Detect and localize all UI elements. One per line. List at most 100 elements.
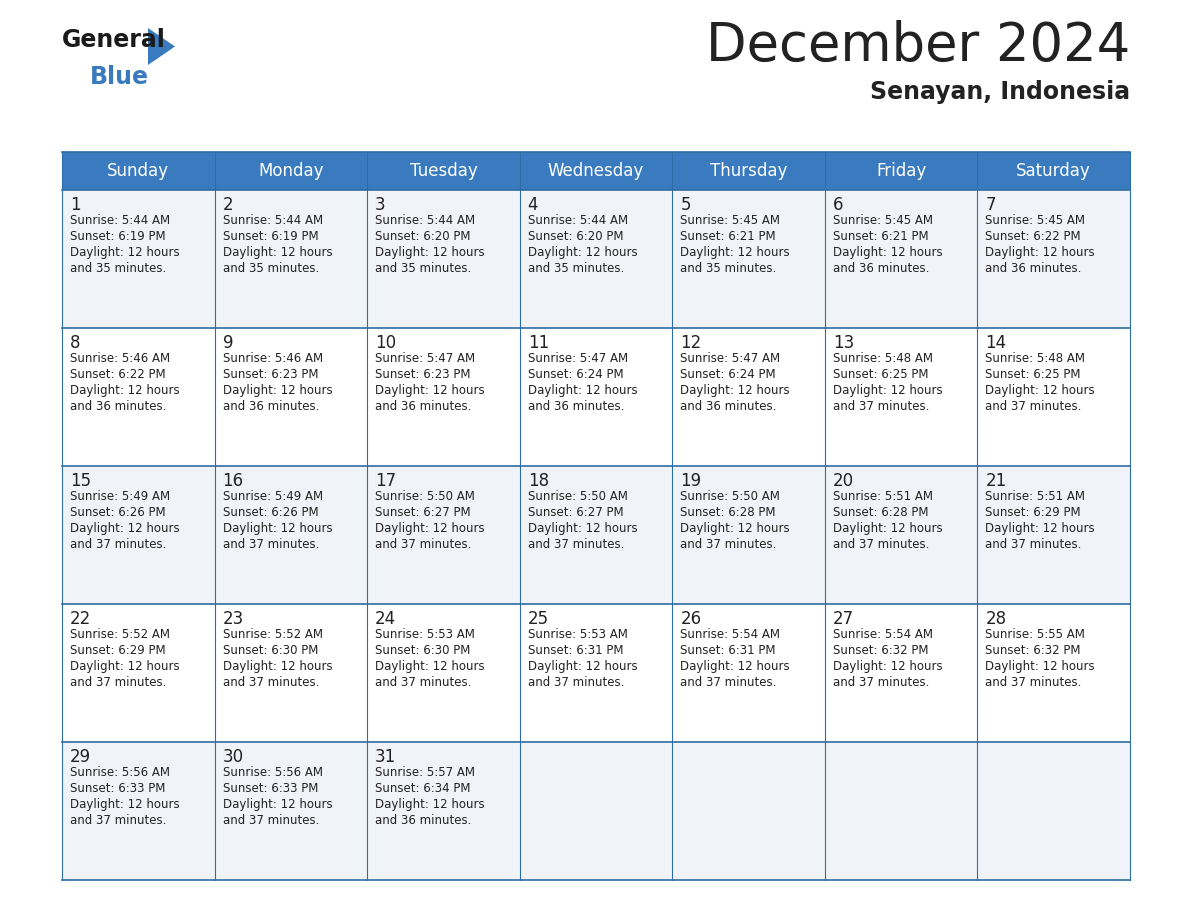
Text: 5: 5: [681, 196, 690, 214]
Text: Sunset: 6:33 PM: Sunset: 6:33 PM: [70, 782, 165, 795]
Polygon shape: [148, 28, 175, 65]
Text: Daylight: 12 hours: Daylight: 12 hours: [833, 522, 942, 535]
Text: December 2024: December 2024: [706, 20, 1130, 72]
Bar: [978, 466, 1130, 604]
Bar: [367, 604, 519, 742]
Bar: [367, 466, 519, 604]
Text: Daylight: 12 hours: Daylight: 12 hours: [375, 660, 485, 673]
Text: Daylight: 12 hours: Daylight: 12 hours: [70, 246, 179, 259]
Text: Daylight: 12 hours: Daylight: 12 hours: [527, 660, 637, 673]
Text: Daylight: 12 hours: Daylight: 12 hours: [527, 246, 637, 259]
Text: and 37 minutes.: and 37 minutes.: [527, 676, 624, 689]
Text: Daylight: 12 hours: Daylight: 12 hours: [833, 660, 942, 673]
Text: Blue: Blue: [90, 65, 148, 89]
Text: and 37 minutes.: and 37 minutes.: [833, 676, 929, 689]
Text: Friday: Friday: [876, 162, 927, 180]
Text: Sunrise: 5:44 AM: Sunrise: 5:44 AM: [70, 214, 170, 227]
Text: Sunrise: 5:46 AM: Sunrise: 5:46 AM: [222, 352, 323, 365]
Text: Sunrise: 5:44 AM: Sunrise: 5:44 AM: [527, 214, 627, 227]
Bar: [519, 190, 672, 328]
Bar: [519, 328, 672, 466]
Text: Daylight: 12 hours: Daylight: 12 hours: [681, 246, 790, 259]
Text: Daylight: 12 hours: Daylight: 12 hours: [833, 384, 942, 397]
Text: Daylight: 12 hours: Daylight: 12 hours: [222, 798, 333, 811]
Text: and 37 minutes.: and 37 minutes.: [833, 538, 929, 551]
Text: Daylight: 12 hours: Daylight: 12 hours: [681, 660, 790, 673]
Text: Monday: Monday: [258, 162, 323, 180]
Text: and 35 minutes.: and 35 minutes.: [375, 262, 472, 275]
Text: and 35 minutes.: and 35 minutes.: [527, 262, 624, 275]
Text: Sunset: 6:31 PM: Sunset: 6:31 PM: [527, 644, 624, 657]
Text: Sunset: 6:32 PM: Sunset: 6:32 PM: [985, 644, 1081, 657]
Text: Sunrise: 5:45 AM: Sunrise: 5:45 AM: [681, 214, 781, 227]
Text: Sunset: 6:19 PM: Sunset: 6:19 PM: [222, 230, 318, 243]
Text: Sunset: 6:27 PM: Sunset: 6:27 PM: [527, 506, 624, 519]
Text: Senayan, Indonesia: Senayan, Indonesia: [870, 80, 1130, 104]
Bar: [978, 742, 1130, 880]
Bar: [978, 604, 1130, 742]
Bar: [62, 466, 215, 604]
Text: 7: 7: [985, 196, 996, 214]
Text: and 37 minutes.: and 37 minutes.: [681, 676, 777, 689]
Text: 15: 15: [70, 472, 91, 490]
Text: Sunrise: 5:48 AM: Sunrise: 5:48 AM: [985, 352, 1086, 365]
Text: 6: 6: [833, 196, 843, 214]
Text: Sunrise: 5:57 AM: Sunrise: 5:57 AM: [375, 766, 475, 779]
Text: General: General: [62, 28, 166, 52]
Text: Sunrise: 5:55 AM: Sunrise: 5:55 AM: [985, 628, 1086, 641]
Text: Sunrise: 5:52 AM: Sunrise: 5:52 AM: [70, 628, 170, 641]
Text: Daylight: 12 hours: Daylight: 12 hours: [222, 660, 333, 673]
Text: Sunset: 6:23 PM: Sunset: 6:23 PM: [222, 368, 318, 381]
Text: 10: 10: [375, 334, 397, 352]
Text: Sunrise: 5:50 AM: Sunrise: 5:50 AM: [375, 490, 475, 503]
Text: Sunset: 6:28 PM: Sunset: 6:28 PM: [681, 506, 776, 519]
Text: Sunset: 6:25 PM: Sunset: 6:25 PM: [985, 368, 1081, 381]
Text: Sunrise: 5:51 AM: Sunrise: 5:51 AM: [985, 490, 1086, 503]
Text: 27: 27: [833, 610, 854, 628]
Bar: [672, 604, 824, 742]
Text: Sunrise: 5:54 AM: Sunrise: 5:54 AM: [833, 628, 933, 641]
Text: 16: 16: [222, 472, 244, 490]
Text: Sunset: 6:33 PM: Sunset: 6:33 PM: [222, 782, 318, 795]
Text: Sunrise: 5:54 AM: Sunrise: 5:54 AM: [681, 628, 781, 641]
Text: and 37 minutes.: and 37 minutes.: [222, 538, 318, 551]
Text: Sunset: 6:25 PM: Sunset: 6:25 PM: [833, 368, 928, 381]
Text: Daylight: 12 hours: Daylight: 12 hours: [70, 384, 179, 397]
Text: Sunset: 6:20 PM: Sunset: 6:20 PM: [527, 230, 624, 243]
Text: Daylight: 12 hours: Daylight: 12 hours: [681, 384, 790, 397]
Text: 4: 4: [527, 196, 538, 214]
Text: Sunrise: 5:50 AM: Sunrise: 5:50 AM: [527, 490, 627, 503]
Text: Sunset: 6:27 PM: Sunset: 6:27 PM: [375, 506, 470, 519]
Text: and 37 minutes.: and 37 minutes.: [375, 676, 472, 689]
Text: and 37 minutes.: and 37 minutes.: [70, 676, 166, 689]
Text: 3: 3: [375, 196, 386, 214]
Text: Sunrise: 5:50 AM: Sunrise: 5:50 AM: [681, 490, 781, 503]
Text: Sunrise: 5:47 AM: Sunrise: 5:47 AM: [375, 352, 475, 365]
Text: Daylight: 12 hours: Daylight: 12 hours: [681, 522, 790, 535]
Text: and 37 minutes.: and 37 minutes.: [70, 814, 166, 827]
Bar: [62, 604, 215, 742]
Text: and 37 minutes.: and 37 minutes.: [375, 538, 472, 551]
Text: and 36 minutes.: and 36 minutes.: [375, 400, 472, 413]
Text: and 37 minutes.: and 37 minutes.: [70, 538, 166, 551]
Text: 8: 8: [70, 334, 81, 352]
Text: 24: 24: [375, 610, 397, 628]
Text: Sunset: 6:28 PM: Sunset: 6:28 PM: [833, 506, 928, 519]
Text: Tuesday: Tuesday: [410, 162, 478, 180]
Text: and 35 minutes.: and 35 minutes.: [222, 262, 318, 275]
Text: and 37 minutes.: and 37 minutes.: [985, 676, 1082, 689]
Bar: [672, 190, 824, 328]
Text: 13: 13: [833, 334, 854, 352]
Text: Sunrise: 5:45 AM: Sunrise: 5:45 AM: [833, 214, 933, 227]
Text: Sunrise: 5:49 AM: Sunrise: 5:49 AM: [222, 490, 323, 503]
Text: 17: 17: [375, 472, 397, 490]
Text: Sunrise: 5:52 AM: Sunrise: 5:52 AM: [222, 628, 323, 641]
Text: 30: 30: [222, 748, 244, 766]
Bar: [978, 190, 1130, 328]
Text: Sunrise: 5:44 AM: Sunrise: 5:44 AM: [222, 214, 323, 227]
Text: Sunset: 6:29 PM: Sunset: 6:29 PM: [985, 506, 1081, 519]
Text: Sunrise: 5:49 AM: Sunrise: 5:49 AM: [70, 490, 170, 503]
Text: Sunrise: 5:53 AM: Sunrise: 5:53 AM: [375, 628, 475, 641]
Text: Daylight: 12 hours: Daylight: 12 hours: [833, 246, 942, 259]
Text: Sunset: 6:24 PM: Sunset: 6:24 PM: [681, 368, 776, 381]
